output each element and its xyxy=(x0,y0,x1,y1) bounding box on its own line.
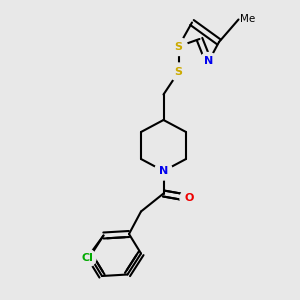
Text: Cl: Cl xyxy=(81,253,93,263)
Circle shape xyxy=(78,249,96,267)
Circle shape xyxy=(169,63,188,81)
Text: N: N xyxy=(204,56,213,67)
Text: S: S xyxy=(175,41,182,52)
Text: Me: Me xyxy=(240,14,255,25)
Text: N: N xyxy=(159,166,168,176)
Text: S: S xyxy=(175,67,182,77)
Circle shape xyxy=(200,52,217,70)
Circle shape xyxy=(169,38,188,56)
Circle shape xyxy=(180,189,198,207)
Circle shape xyxy=(154,162,172,180)
Text: O: O xyxy=(184,193,194,203)
